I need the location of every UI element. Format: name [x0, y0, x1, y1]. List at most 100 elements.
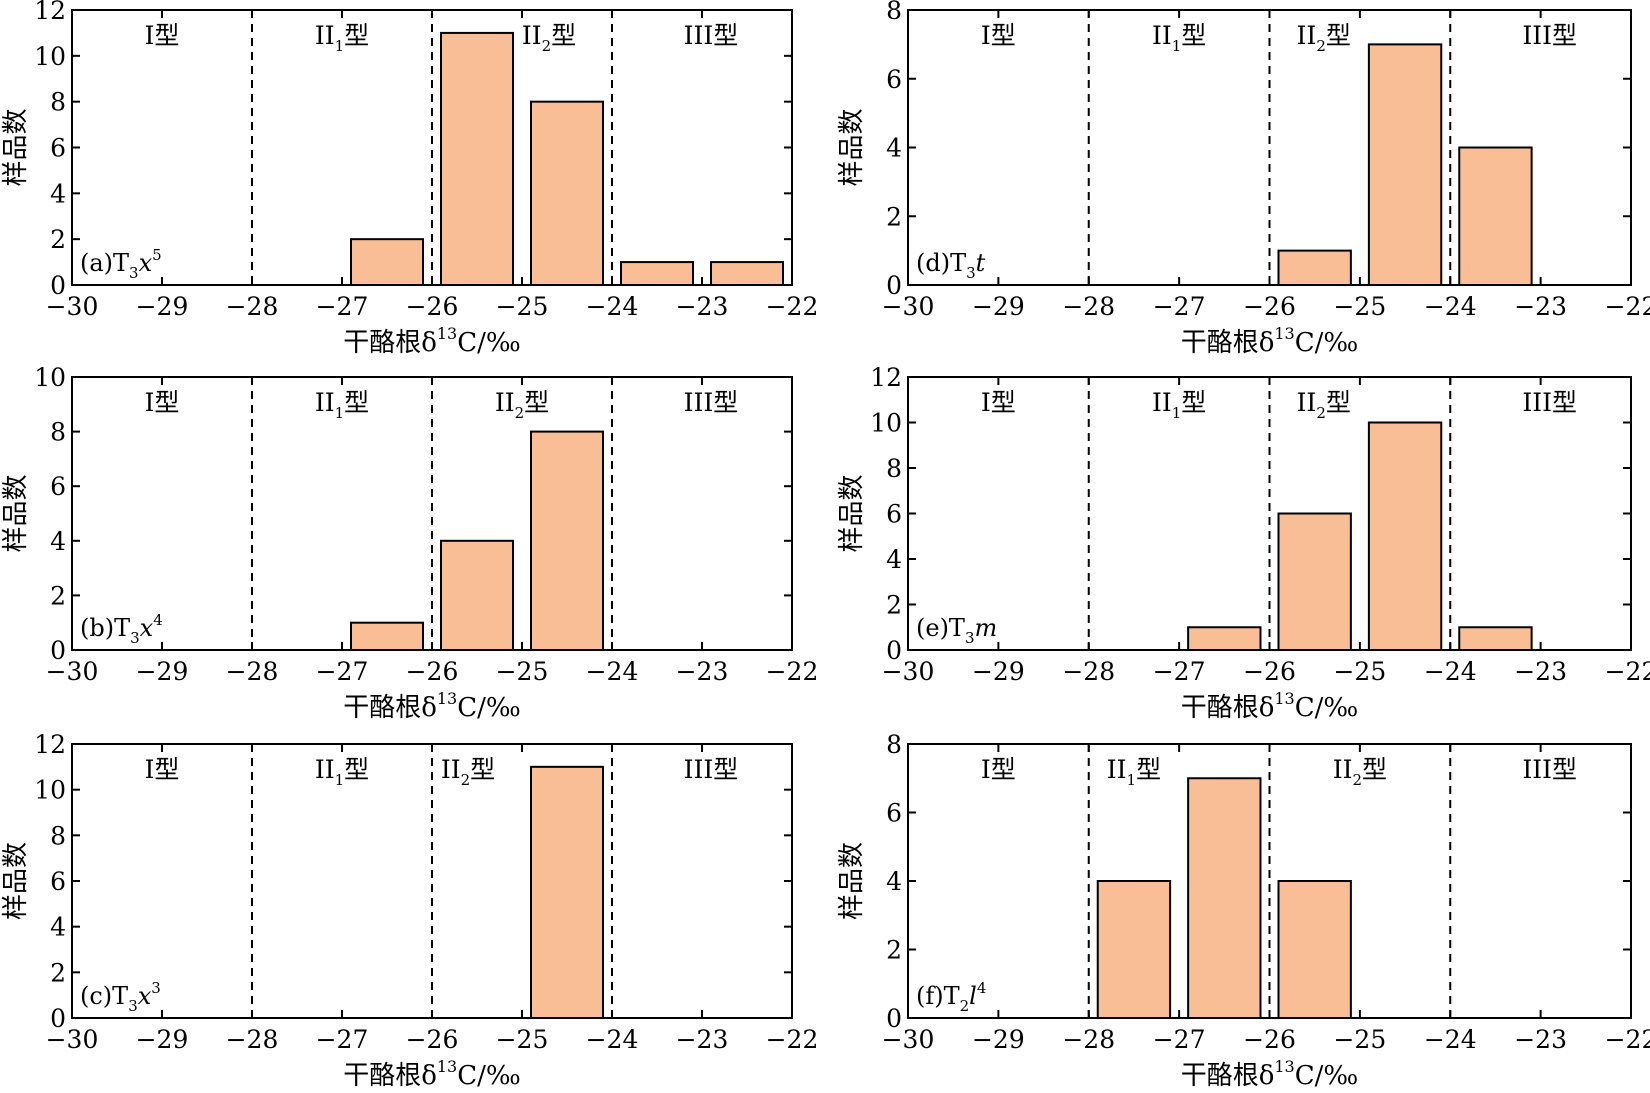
y-axis-title-b: 样品数	[1, 474, 31, 552]
y-tick-label-c-5: 10	[34, 776, 66, 805]
x-tick-label-c-1: −29	[136, 1025, 189, 1054]
x-tick-label-f-2: −28	[1062, 1025, 1115, 1054]
y-tick-label-d-3: 6	[886, 65, 902, 94]
type-label-base: I型	[981, 21, 1016, 50]
kerogen-type-label-b-3: III型	[684, 388, 739, 417]
type-label-base: III型	[684, 21, 739, 50]
bar-e-3	[1458, 626, 1533, 651]
y-tick-label-e-0: 0	[886, 636, 902, 665]
x-tick-label-e-2: −28	[1062, 657, 1115, 686]
type-label-sub: 1	[335, 771, 345, 789]
type-label-tail: 型	[1181, 21, 1206, 50]
bar-d-1	[1367, 43, 1443, 286]
kerogen-type-label-a-1: II1型	[315, 21, 369, 55]
x-tick-label-c-3: −27	[316, 1025, 369, 1054]
x-tick-label-d-0: −30	[882, 292, 935, 321]
panel-c: −30 −29 −28 −27 −26 −25 −24 −23 −22024681012样品数干…	[1, 730, 818, 1091]
bar-e-0	[1187, 626, 1262, 651]
x-tick-label-b-8: −22	[766, 657, 819, 686]
y-tick-label-f-0: 0	[886, 1004, 902, 1033]
kerogen-type-label-a-0: I型	[145, 21, 180, 50]
bar-e-1	[1277, 512, 1352, 651]
type-label-base: I型	[145, 21, 180, 50]
type-label-base: III型	[684, 755, 739, 784]
bar-b-1	[440, 539, 514, 651]
bar-a-0	[350, 238, 424, 287]
type-label-sub: 1	[1172, 37, 1182, 55]
type-label-sub: 1	[335, 404, 345, 422]
type-label-tail: 型	[551, 21, 576, 50]
panel-label-main: x	[138, 982, 152, 1010]
panel-label-prefix: (c)T	[80, 982, 128, 1010]
x-tick-label-a-6: −24	[586, 292, 639, 321]
type-label-tail: 型	[344, 755, 369, 784]
type-label-tail: 型	[1326, 21, 1351, 50]
y-tick-label-a-4: 8	[50, 88, 66, 117]
type-label-tail: 型	[1326, 388, 1351, 417]
x-axis-title-suffix: C/‰	[1295, 1061, 1359, 1091]
y-tick-label-f-4: 8	[886, 730, 902, 759]
x-tick-label-a-3: −27	[316, 292, 369, 321]
bar-c-0	[530, 765, 604, 1019]
x-tick-label-d-2: −28	[1062, 292, 1115, 321]
panel-label-prefix: (e)T	[916, 614, 965, 642]
kerogen-type-label-f-0: I型	[981, 755, 1016, 784]
type-label-tail: 型	[1181, 388, 1206, 417]
y-tick-label-d-0: 0	[886, 271, 902, 300]
y-tick-label-e-3: 6	[886, 500, 902, 529]
kerogen-type-label-c-3: III型	[684, 755, 739, 784]
x-tick-label-c-6: −24	[586, 1025, 639, 1054]
kerogen-type-label-d-2: II2型	[1297, 21, 1351, 55]
kerogen-type-label-e-2: II2型	[1297, 388, 1351, 422]
y-tick-label-c-0: 0	[50, 1004, 66, 1033]
x-tick-label-f-3: −27	[1153, 1025, 1206, 1054]
type-label-base: I型	[145, 388, 180, 417]
x-tick-label-b-1: −29	[136, 657, 189, 686]
y-tick-label-a-3: 6	[50, 134, 66, 163]
bar-b-2	[530, 430, 604, 651]
y-tick-label-d-2: 4	[886, 134, 902, 163]
type-label-base: III型	[1522, 755, 1577, 784]
type-label-tail: 型	[470, 755, 495, 784]
y-tick-label-d-4: 8	[886, 0, 902, 25]
x-tick-label-c-5: −25	[496, 1025, 549, 1054]
y-tick-label-e-5: 10	[870, 409, 902, 438]
type-label-base: II	[495, 388, 515, 417]
y-tick-label-a-2: 4	[50, 179, 66, 208]
x-tick-label-d-7: −23	[1514, 292, 1567, 321]
kerogen-type-label-c-1: II1型	[315, 755, 369, 789]
y-tick-label-e-2: 4	[886, 545, 902, 574]
x-axis-title-sup: 13	[1274, 689, 1294, 708]
x-tick-label-e-6: −24	[1424, 657, 1477, 686]
panel-f: −30 −29 −28 −27 −26 −25 −24 −23 −2202468样品数干酪根δ1…	[837, 730, 1650, 1091]
type-label-sub: 2	[515, 404, 525, 422]
type-label-base: II	[315, 21, 335, 50]
x-tick-label-b-3: −27	[316, 657, 369, 686]
kerogen-type-label-b-0: I型	[145, 388, 180, 417]
panel-label-sup: 3	[151, 979, 161, 997]
y-axis-title-d: 样品数	[837, 108, 867, 186]
x-tick-label-d-6: −24	[1424, 292, 1477, 321]
panel-label-sub: 2	[960, 997, 970, 1015]
x-tick-label-a-4: −26	[406, 292, 459, 321]
type-label-base: II	[1152, 21, 1172, 50]
y-tick-label-b-2: 4	[50, 527, 66, 556]
type-label-sub: 1	[1172, 404, 1182, 422]
panel-label-sub: 3	[966, 264, 976, 282]
x-axis-title-c: 干酪根δ13C/‰	[343, 1057, 521, 1091]
bar-d-2	[1458, 146, 1533, 286]
type-label-tail: 型	[344, 21, 369, 50]
x-axis-title-sup: 13	[437, 689, 457, 708]
x-tick-label-f-4: −26	[1243, 1025, 1296, 1054]
x-axis-title-suffix: C/‰	[1295, 328, 1359, 358]
kerogen-type-label-f-3: III型	[1522, 755, 1577, 784]
type-label-base: II	[522, 21, 542, 50]
x-tick-label-d-8: −22	[1605, 292, 1650, 321]
type-label-base: I型	[145, 755, 180, 784]
kerogen-type-label-d-1: II1型	[1152, 21, 1206, 55]
type-label-tail: 型	[1136, 755, 1161, 784]
x-tick-label-f-8: −22	[1605, 1025, 1650, 1054]
kerogen-type-label-d-0: I型	[981, 21, 1016, 50]
panel-label-e: (e)T3m	[916, 614, 997, 647]
panel-label-b: (b)T3x4	[80, 611, 163, 647]
